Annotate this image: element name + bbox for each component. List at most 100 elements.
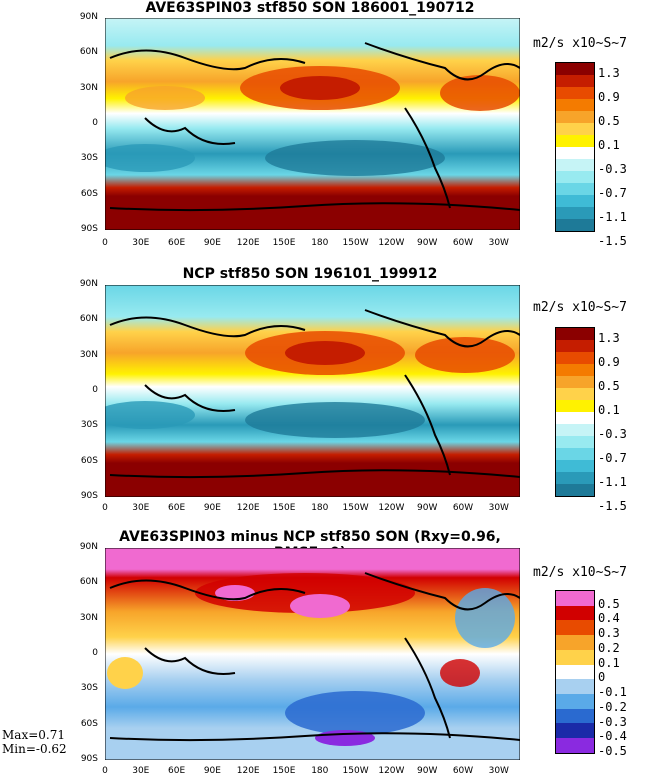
colorbar-segment (556, 484, 594, 496)
max-value-text: Max=0.71 (2, 728, 65, 742)
colorbar-segment (556, 63, 594, 75)
colorbar-label: 0.5 (598, 379, 620, 393)
latitude-label: 60N (79, 577, 98, 588)
colorbar-segment (556, 424, 594, 436)
longitude-label: 60W (452, 238, 474, 248)
colorbar-segment (556, 352, 594, 364)
colorbar-label: -1.1 (598, 210, 627, 224)
colorbar-segment (556, 448, 594, 460)
longitude-label: 150W (342, 766, 369, 776)
colorbar-label: 0.5 (598, 596, 620, 611)
longitude-label: 150W (342, 503, 369, 513)
longitude-label: 180 (311, 503, 329, 513)
colorbar-segment (556, 364, 594, 376)
colorbar-label: -1.1 (598, 475, 627, 489)
panel3-colorbar (555, 590, 595, 754)
colorbar-label: -1.5 (598, 234, 627, 248)
longitude-label: 30W (488, 766, 509, 776)
longitude-label: 30E (132, 503, 150, 513)
colorbar-segment (556, 219, 594, 231)
colorbar-label: 0.2 (598, 640, 620, 655)
colorbar-segment (556, 207, 594, 219)
latitude-label: 60N (79, 47, 98, 58)
colorbar-segment (556, 412, 594, 424)
latitude-label: 30N (79, 349, 98, 360)
colorbar-label: 0.9 (598, 355, 620, 369)
latitude-label: 0 (92, 118, 98, 128)
longitude-label: 30W (488, 238, 509, 248)
panel2-title: NCP stf850 SON 196101_199912 (182, 266, 438, 282)
colorbar-label: -0.4 (598, 729, 627, 744)
panel2-map (105, 285, 520, 497)
longitude-label: 60W (452, 766, 474, 776)
longitude-label: 120E (236, 766, 260, 776)
colorbar-segment (556, 679, 594, 695)
longitude-label: 90E (203, 238, 221, 248)
colorbar-label: 0 (598, 670, 606, 685)
colorbar-label: -0.3 (598, 427, 627, 441)
colorbar-label: 0.1 (598, 655, 620, 670)
colorbar-segment (556, 708, 594, 724)
colorbar-segment (556, 328, 594, 340)
panel2-units: m2/s x10~S~7 (533, 300, 627, 315)
longitude-label: 30E (132, 766, 150, 776)
colorbar-segment (556, 159, 594, 171)
longitude-label: 90W (417, 238, 438, 248)
colorbar-segment (556, 147, 594, 159)
longitude-label: 150W (342, 238, 369, 248)
colorbar-segment (556, 472, 594, 484)
longitude-label: 120E (236, 238, 260, 248)
colorbar-label: -0.3 (598, 714, 627, 729)
longitude-label: 60E (168, 503, 186, 513)
latitude-label: 90S (80, 224, 98, 234)
latitude-label: 90S (80, 491, 98, 501)
latitude-label: 30S (80, 420, 98, 431)
longitude-label: 120W (378, 766, 405, 776)
colorbar-label: -0.7 (598, 451, 627, 465)
colorbar-segment (556, 111, 594, 123)
colorbar-label: 0.1 (598, 138, 620, 152)
colorbar-label: -0.2 (598, 699, 627, 714)
panel3-map (105, 548, 520, 760)
colorbar-segment (556, 123, 594, 135)
panel2-colorbar (555, 327, 595, 497)
longitude-label: 120W (378, 503, 405, 513)
latitude-label: 90N (79, 12, 98, 22)
longitude-label: 0 (102, 766, 108, 776)
colorbar-segment (556, 738, 594, 753)
longitude-label: 90W (417, 503, 438, 513)
panel1-colorbar (555, 62, 595, 232)
colorbar-segment (556, 664, 594, 680)
latitude-label: 30S (80, 153, 98, 164)
colorbar-segment (556, 460, 594, 472)
latitude-label: 60S (80, 718, 98, 729)
colorbar-segment (556, 649, 594, 665)
longitude-label: 150E (272, 503, 296, 513)
colorbar-segment (556, 723, 594, 739)
longitude-label: 90W (417, 766, 438, 776)
colorbar-label: -0.1 (598, 685, 627, 700)
longitude-label: 60E (168, 238, 186, 248)
latitude-label: 60S (80, 455, 98, 466)
colorbar-segment (556, 605, 594, 621)
colorbar-segment (556, 620, 594, 636)
longitude-label: 120W (378, 238, 405, 248)
longitude-label: 60W (452, 503, 474, 513)
panel1-title: AVE63SPIN03 stf850 SON 186001_190712 (145, 0, 475, 16)
latitude-label: 90N (79, 279, 98, 289)
latitude-label: 60N (79, 314, 98, 325)
colorbar-label: 1.3 (598, 331, 620, 345)
colorbar-segment (556, 340, 594, 352)
colorbar-label: -0.5 (598, 744, 627, 758)
colorbar-label: 0.4 (598, 611, 620, 626)
latitude-label: 90N (79, 542, 98, 552)
colorbar-segment (556, 183, 594, 195)
colorbar-label: -1.5 (598, 499, 627, 513)
panel3-units: m2/s x10~S~7 (533, 565, 627, 580)
longitude-label: 150E (272, 766, 296, 776)
colorbar-segment (556, 376, 594, 388)
colorbar-segment (556, 388, 594, 400)
longitude-label: 90E (203, 503, 221, 513)
min-value-text: Min=-0.62 (2, 742, 67, 756)
panel1-map (105, 18, 520, 230)
